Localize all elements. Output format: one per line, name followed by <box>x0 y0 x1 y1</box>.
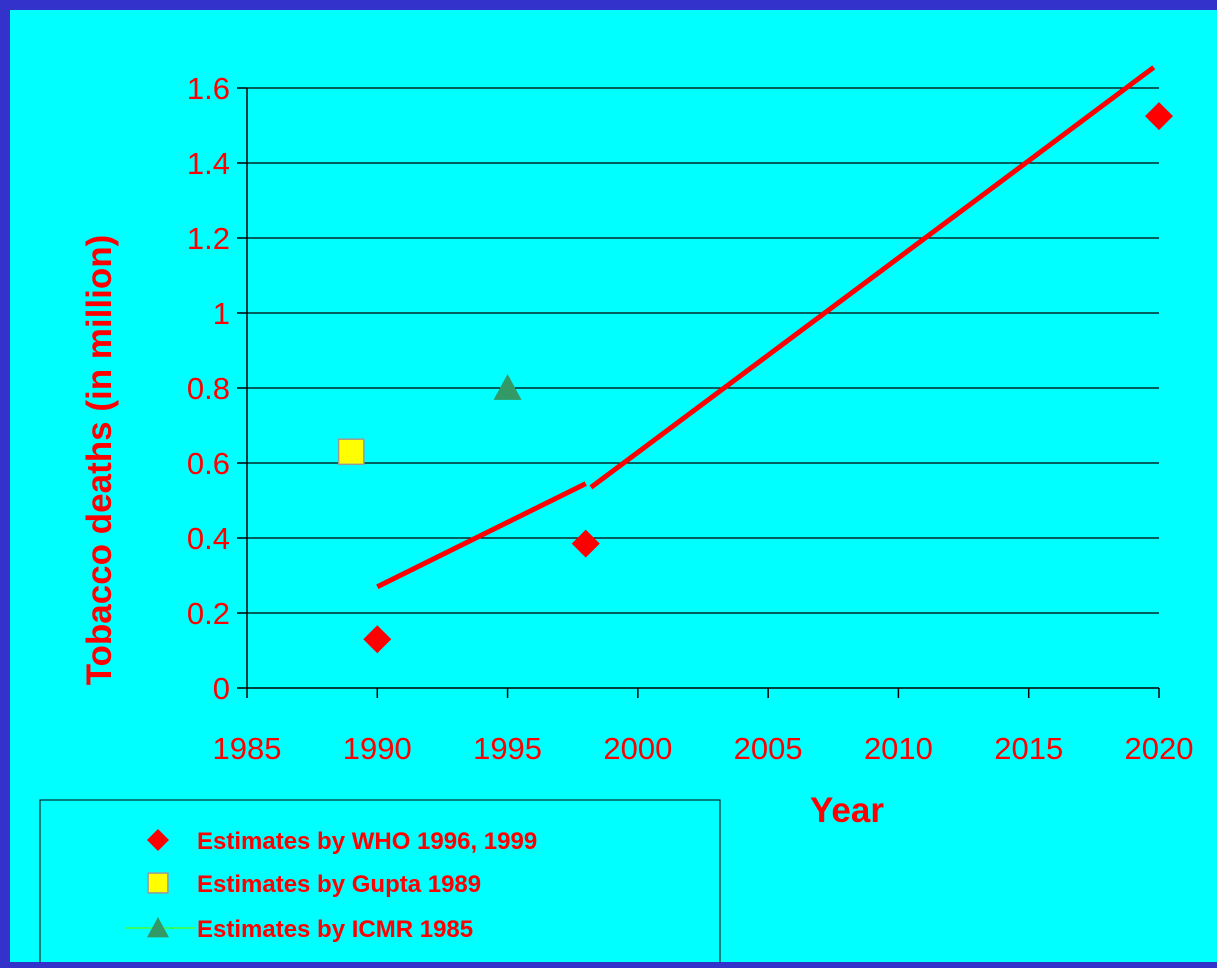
legend-label: Estimates by ICMR 1985 <box>197 916 473 943</box>
legend-marker <box>147 917 169 938</box>
y-tick-label: 0.6 <box>187 446 230 481</box>
legend-marker <box>147 872 169 894</box>
trend-line-segment <box>589 65 1156 490</box>
y-tick-label: 0.2 <box>187 596 230 631</box>
y-tick-label: 0 <box>213 671 230 706</box>
legend-label: Estimates by WHO 1996, 1999 <box>197 828 537 855</box>
x-tick-label: 2000 <box>603 731 672 766</box>
y-tick-label: 1.2 <box>187 221 230 256</box>
trend-line-segment <box>376 481 587 589</box>
y-tick-label: 1.4 <box>187 146 230 181</box>
x-tick-label: 2005 <box>734 731 803 766</box>
legend-marker <box>147 829 169 851</box>
legend: Estimates by WHO 1996, 1999 Estimates by … <box>39 799 721 962</box>
x-tick-label: 2020 <box>1125 731 1194 766</box>
x-tick-label: 2010 <box>864 731 933 766</box>
x-tick-label: 1995 <box>473 731 542 766</box>
x-tick-label: 1990 <box>343 731 412 766</box>
x-tick-label: 1985 <box>213 731 282 766</box>
data-point <box>1145 102 1173 131</box>
y-tick-label: 0.4 <box>187 521 230 556</box>
y-axis-title: Tobacco deaths (in million) <box>80 235 119 686</box>
data-point <box>337 438 365 466</box>
data-point <box>493 374 522 400</box>
x-tick-label: 2015 <box>994 731 1063 766</box>
y-tick-label: 1 <box>213 296 230 331</box>
data-point <box>363 625 392 654</box>
legend-box <box>39 799 721 962</box>
data-point <box>571 529 600 558</box>
y-tick-label: 0.8 <box>187 371 230 406</box>
x-axis-title: Year <box>810 791 884 830</box>
chart: 0 0.2 0.4 0.6 0.8 1 1.2 1.4 1.6 1985 1990 1995 2000 2… <box>39 65 1194 962</box>
y-tick-label: 1.6 <box>187 71 230 106</box>
legend-label: Estimates by Gupta 1989 <box>197 871 481 898</box>
chart-background: 0 0.2 0.4 0.6 0.8 1 1.2 1.4 1.6 1985 1990 1995 2000 2… <box>10 10 1217 962</box>
